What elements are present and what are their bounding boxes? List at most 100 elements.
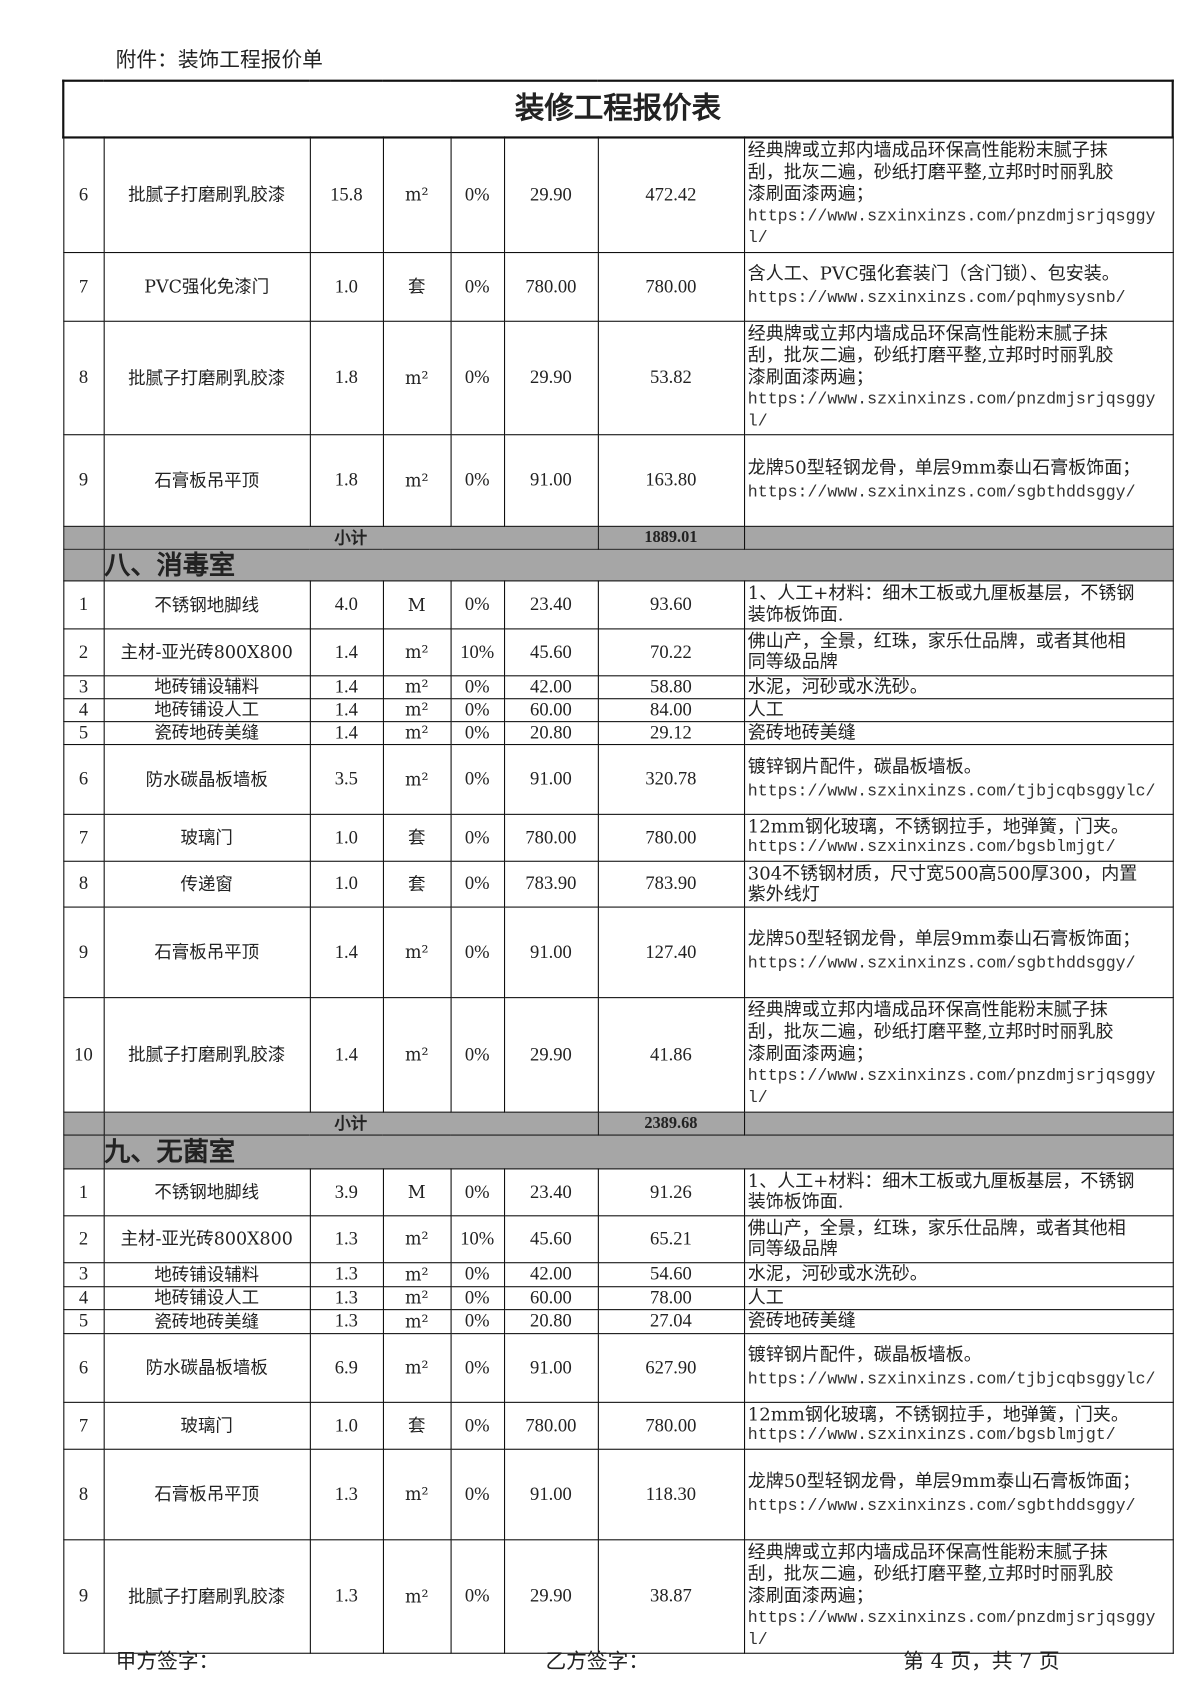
item-unit: 套 — [382, 813, 452, 862]
item-number: 5 — [62, 721, 105, 746]
table-row: 4 地砖铺设人工 1.3 m² 0% 60.00 78.00 人工 — [62, 1286, 1174, 1311]
table-row: 7 PVC强化免漆门 1.0 套 0% 780.00 780.00 含人工、PVC强化套装门（… — [62, 251, 1174, 322]
item-loss-rate: 0% — [449, 580, 505, 630]
description-text: 经典牌或立邦内墙成品环保高性能粉末腻子抹 刮，批灰二遍，砂纸打磨平整,立邦时时丽… — [747, 999, 1114, 1064]
item-quantity: 1.4 — [309, 997, 384, 1113]
description-text: 1、人工+材料：细木工板或九厘板基层，不锈钢 装饰板饰面. — [747, 1170, 1135, 1212]
item-quantity: 15.8 — [309, 136, 384, 254]
item-total: 127.40 — [597, 906, 745, 999]
description-url: https://www.szxinxinzs.com/sgbthddsggy/ — [747, 1495, 1136, 1516]
item-unit: m² — [382, 1215, 452, 1264]
description-text: 龙牌50型轻钢龙骨，单层9mm泰山石膏板饰面； — [747, 456, 1141, 478]
description-url: https://www.szxinxinzs.com/pnzdmjsrjqsgg… — [747, 1607, 1156, 1649]
item-quantity: 1.3 — [309, 1215, 384, 1264]
description-content: 龙牌50型轻钢龙骨，单层9mm泰山石膏板饰面； https://www.szxin… — [745, 1450, 1172, 1537]
description-text: 1、人工+材料：细木工板或九厘板基层，不锈钢 装饰板饰面. — [747, 581, 1135, 625]
item-number: 9 — [62, 434, 105, 527]
subtotal-value: 1889.01 — [597, 525, 745, 550]
description-text: 龙牌50型轻钢龙骨，单层9mm泰山石膏板饰面； — [747, 1470, 1141, 1492]
item-description: 经典牌或立邦内墙成品环保高性能粉末腻子抹 刮，批灰二遍，砂纸打磨平整,立邦时时丽… — [743, 136, 1174, 254]
section-spacer — [62, 1134, 105, 1170]
item-total: 53.82 — [597, 320, 745, 436]
description-text: 人工 — [747, 699, 784, 719]
table-row: 3 地砖铺设辅料 1.3 m² 0% 42.00 54.60 水泥，河砂或水洗砂。 — [62, 1262, 1174, 1288]
item-loss-rate: 0% — [449, 1309, 505, 1335]
item-quantity: 1.3 — [309, 1309, 384, 1335]
item-unit: m² — [382, 906, 452, 999]
party-b-signature: 乙方签字： — [545, 1649, 650, 1674]
item-number: 4 — [62, 1286, 105, 1311]
item-unit: M — [382, 580, 452, 630]
description-text: 经典牌或立邦内墙成品环保高性能粉末腻子抹 刮，批灰二遍，砂纸打磨平整,立邦时时丽… — [747, 1540, 1114, 1606]
attachment-header: 附件：装饰工程报价单 — [115, 47, 323, 72]
item-unit-price: 780.00 — [503, 251, 599, 322]
description-content: 水泥，河砂或水洗砂。 — [745, 677, 1172, 696]
description-content: 人工 — [745, 1288, 1172, 1307]
item-total: 780.00 — [597, 251, 745, 322]
item-quantity: 1.4 — [309, 906, 384, 999]
table-row: 4 地砖铺设人工 1.4 m² 0% 60.00 84.00 人工 — [62, 698, 1174, 723]
description-text: 12mm钢化玻璃，不锈钢拉手，地弹簧，门夹。 — [747, 1403, 1129, 1425]
item-unit: m² — [382, 743, 452, 815]
description-text: 瓷砖地砖美缝 — [747, 1310, 856, 1331]
description-url: https://www.szxinxinzs.com/sgbthddsggy/ — [747, 481, 1136, 502]
description-content: 经典牌或立邦内墙成品环保高性能粉末腻子抹 刮，批灰二遍，砂纸打磨平整,立邦时时丽… — [745, 1540, 1172, 1651]
item-quantity: 1.4 — [309, 698, 384, 723]
item-unit: m² — [382, 1539, 452, 1654]
table-row: 2 主材-亚光砖800X800 1.4 m² 10% 45.60 70.22 佛山产，全景，红… — [62, 628, 1174, 677]
description-url: https://www.szxinxinzs.com/pnzdmjsrjqsgg… — [747, 206, 1156, 248]
item-description: 龙牌50型轻钢龙骨，单层9mm泰山石膏板饰面； https://www.szxin… — [743, 434, 1174, 527]
item-unit: m² — [382, 698, 452, 723]
item-total: 780.00 — [597, 813, 745, 862]
item-unit-price: 23.40 — [503, 1168, 599, 1217]
item-loss-rate: 0% — [449, 251, 505, 322]
item-name: 批腻子打磨刷乳胶漆 — [103, 320, 311, 436]
item-loss-rate: 10% — [449, 1215, 505, 1264]
item-unit-price: 42.00 — [503, 675, 599, 700]
table-row: 8 石膏板吊平顶 1.3 m² 0% 91.00 118.30 龙牌50型轻钢龙骨，单层9mm… — [62, 1448, 1174, 1541]
item-quantity: 6.9 — [309, 1333, 384, 1403]
description-text: 含人工、PVC强化套装门（含门锁）、包安装。 — [747, 262, 1120, 284]
item-number: 5 — [62, 1309, 105, 1335]
item-name: 地砖铺设辅料 — [103, 675, 311, 700]
item-unit-price: 29.90 — [503, 997, 599, 1113]
item-name: PVC强化免漆门 — [103, 251, 311, 322]
item-unit: m² — [382, 628, 452, 677]
table-title-row: 装修工程报价表 — [62, 79, 1174, 139]
item-name: 主材-亚光砖800X800 — [103, 628, 311, 677]
item-unit: m² — [382, 320, 452, 436]
item-name: 瓷砖地砖美缝 — [103, 721, 311, 746]
item-description: 龙牌50型轻钢龙骨，单层9mm泰山石膏板饰面； https://www.szxin… — [743, 1448, 1174, 1541]
item-quantity: 1.8 — [309, 434, 384, 527]
item-description: 12mm钢化玻璃，不锈钢拉手，地弹簧，门夹。 https://www.szxinx… — [743, 1401, 1174, 1450]
item-quantity: 3.5 — [309, 743, 384, 815]
item-description: 瓷砖地砖美缝 — [743, 1309, 1174, 1335]
description-content: 镀锌钢片配件，碳晶板墙板。 https://www.szxinxinzs.com/… — [745, 1335, 1172, 1400]
table-row: 1 不锈钢地脚线 3.9 M 0% 23.40 91.26 1、人工+材料：细木工板或九厘板基… — [62, 1168, 1174, 1217]
description-content: 1、人工+材料：细木工板或九厘板基层，不锈钢 装饰板饰面. — [745, 1170, 1172, 1213]
item-total: 38.87 — [597, 1539, 745, 1654]
description-content: 1、人工+材料：细木工板或九厘板基层，不锈钢 装饰板饰面. — [745, 581, 1172, 626]
item-loss-rate: 0% — [449, 136, 505, 254]
item-name: 地砖铺设人工 — [103, 1286, 311, 1311]
table-row: 5 瓷砖地砖美缝 1.4 m² 0% 20.80 29.12 瓷砖地砖美缝 — [62, 721, 1174, 746]
item-number: 2 — [62, 1215, 105, 1264]
item-number: 6 — [62, 136, 105, 254]
description-content: 龙牌50型轻钢龙骨，单层9mm泰山石膏板饰面； https://www.szxin… — [745, 436, 1172, 524]
description-text: 304不锈钢材质，尺寸宽500高500厚300，内置 紫外线灯 — [747, 862, 1138, 904]
item-total: 78.00 — [597, 1286, 745, 1311]
item-number: 6 — [62, 1333, 105, 1403]
subtotal-label: 小计 — [103, 525, 599, 550]
item-quantity: 1.3 — [309, 1448, 384, 1541]
item-total: 163.80 — [597, 434, 745, 527]
table-row: 10 批腻子打磨刷乳胶漆 1.4 m² 0% 29.90 41.86 经典牌或立邦内墙成品环保… — [62, 997, 1174, 1113]
item-loss-rate: 0% — [449, 1539, 505, 1654]
item-quantity: 1.3 — [309, 1286, 384, 1311]
item-name: 地砖铺设辅料 — [103, 1262, 311, 1288]
item-quantity: 1.4 — [309, 675, 384, 700]
table-title: 装修工程报价表 — [62, 79, 1174, 139]
subtotal-desc-spacer — [743, 1111, 1174, 1136]
item-loss-rate: 0% — [449, 997, 505, 1113]
item-loss-rate: 0% — [449, 721, 505, 746]
item-name: 防水碳晶板墙板 — [103, 1333, 311, 1403]
